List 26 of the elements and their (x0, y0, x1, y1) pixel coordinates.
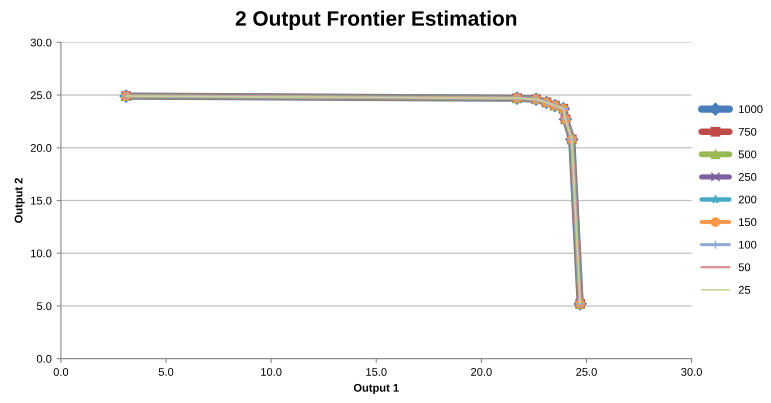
x-tick-label: 0.0 (54, 368, 68, 376)
y-tick-label: 5.0 (36, 302, 52, 310)
legend-label: 250 (738, 173, 756, 181)
x-tick-label: 30.0 (681, 368, 702, 376)
legend-label: 100 (739, 240, 756, 249)
legend-label: 750 (738, 128, 756, 136)
x-tick-label: 5.0 (158, 368, 174, 376)
legend-label: 150 (739, 218, 756, 226)
x-tick-label: 15.0 (366, 368, 387, 376)
y-tick-label: 10.0 (31, 249, 52, 258)
y-tick-label: 30.0 (30, 38, 52, 46)
chart-title: 2 Output Frontier Estimation (236, 10, 516, 30)
legend-label: 1000 (739, 105, 763, 114)
legend-label: 50 (738, 263, 750, 272)
y-tick-label: 15.0 (31, 196, 52, 205)
legend-label: 25 (738, 286, 750, 294)
x-tick-label: 25.0 (576, 368, 597, 376)
y-tick-label: 20.0 (30, 144, 52, 152)
y-tick-label: 25.0 (30, 91, 52, 100)
legend-label: 500 (738, 150, 756, 158)
x-tick-label: 10.0 (261, 368, 282, 376)
x-tick-label: 20.0 (471, 368, 492, 376)
y-axis-title: Output 2 (14, 178, 25, 223)
x-axis-title: Output 1 (354, 384, 399, 394)
legend-label: 200 (738, 196, 756, 204)
y-tick-label: 0.0 (36, 354, 52, 363)
